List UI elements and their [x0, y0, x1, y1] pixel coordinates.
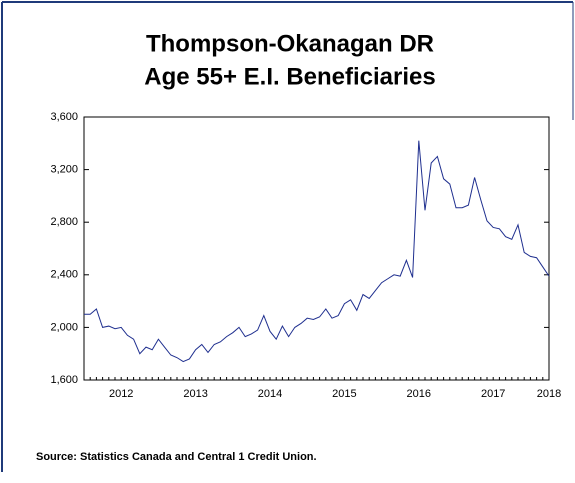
chart-subtitle: Age 55+ E.I. Beneficiaries: [144, 63, 435, 90]
x-tick-label: 2013: [183, 388, 207, 400]
y-tick-label: 2,800: [50, 216, 78, 228]
y-tick-label: 2,400: [50, 269, 78, 281]
y-tick-label: 3,600: [50, 111, 78, 123]
x-tick-label: 2015: [332, 388, 356, 400]
y-tick-label: 2,000: [50, 321, 78, 333]
chart-title: Thompson-Okanagan DR: [146, 30, 434, 57]
x-tick-label: 2016: [407, 388, 431, 400]
x-tick-label: 2012: [109, 388, 133, 400]
data-line: [84, 140, 550, 363]
y-tick-label: 3,200: [50, 164, 78, 176]
y-tick-label: 1,600: [50, 374, 78, 386]
source-note: Source: Statistics Canada and Central 1 …: [36, 451, 317, 463]
x-tick-label: 2018: [537, 388, 561, 400]
x-tick-label: 2014: [258, 388, 282, 400]
x-tick-label: 2017: [481, 388, 505, 400]
plot-frame: [83, 116, 550, 381]
